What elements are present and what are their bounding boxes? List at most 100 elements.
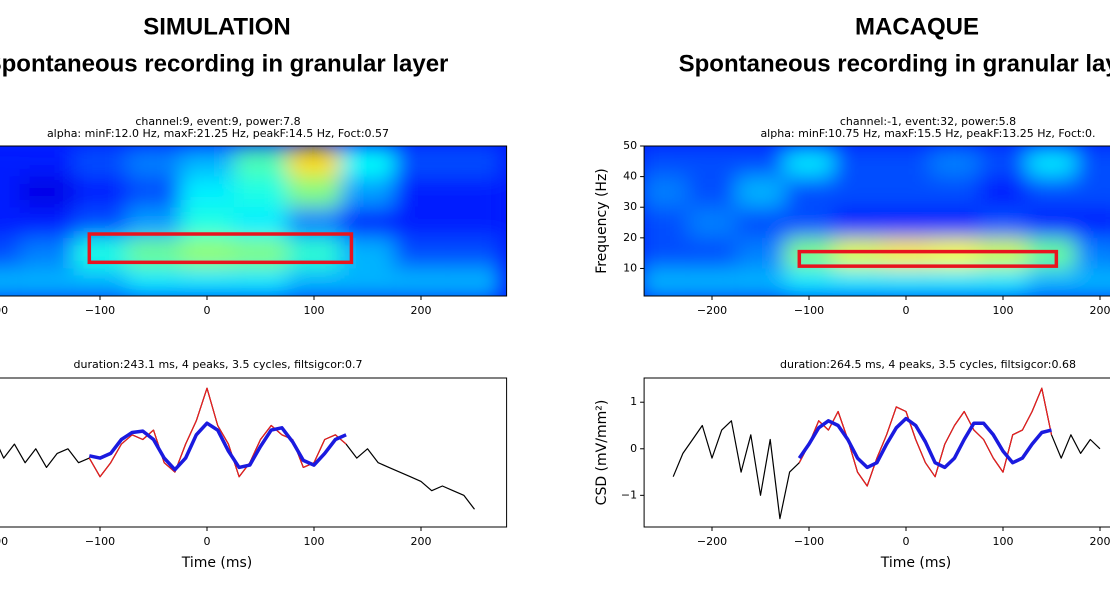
heatmap-cell <box>19 237 74 269</box>
heatmap-cell <box>126 146 181 177</box>
series-line <box>798 387 1053 487</box>
heatmap-cell <box>1027 268 1076 296</box>
heatmap-cell <box>394 176 448 208</box>
heatmap-cell <box>394 146 448 177</box>
heatmap-cell <box>73 146 127 177</box>
heatmap-cell <box>233 268 288 296</box>
plot-area <box>0 146 507 296</box>
heatmap-cell <box>287 176 341 208</box>
plot-area <box>672 387 1101 520</box>
plot-area <box>0 387 475 510</box>
x-tick-label: 0 <box>903 304 910 317</box>
heatmap-cell <box>126 268 181 296</box>
y-tick-label: 40 <box>623 170 637 183</box>
x-tick-label: −200 <box>697 304 727 317</box>
heatmap-cell <box>19 176 74 208</box>
heatmap-cell <box>233 146 288 177</box>
heatmap-cell <box>233 176 288 208</box>
heatmap-cell <box>833 268 882 296</box>
heatmap-cell <box>644 237 688 269</box>
heatmap-cell <box>126 176 181 208</box>
heatmap-cell <box>930 207 979 238</box>
heatmap-cell <box>784 268 834 296</box>
y-tick-label: 20 <box>623 231 637 244</box>
heatmap-cell <box>1075 268 1110 296</box>
heatmap-cell <box>73 268 127 296</box>
heatmap-cell <box>0 237 20 269</box>
heatmap-cell <box>1075 237 1110 269</box>
heatmap-cell <box>687 237 737 269</box>
chart-title: channel:9, event:9, power:7.8 <box>135 115 300 128</box>
heatmap-cell <box>0 146 20 177</box>
chart-title: duration:243.1 ms, 4 peaks, 3.5 cycles, … <box>73 358 362 371</box>
heatmap-cell <box>447 146 502 177</box>
heatmap-cell <box>1027 176 1076 208</box>
x-tick-label: 100 <box>304 304 325 317</box>
x-tick-label: 0 <box>204 535 211 548</box>
x-tick-label: −100 <box>794 304 824 317</box>
heatmap-cell <box>394 237 448 269</box>
heatmap-cell <box>833 146 882 177</box>
heatmap-cell <box>644 207 688 238</box>
heatmap-cell <box>340 268 395 296</box>
heatmap-cell <box>784 146 834 177</box>
x-tick-label: 0 <box>204 304 211 317</box>
highlight-box <box>797 249 1059 268</box>
x-tick-label: −200 <box>0 535 8 548</box>
heatmap-cell <box>736 176 785 208</box>
heatmap-cell <box>19 268 74 296</box>
heatmap-cell <box>180 268 234 296</box>
heatmap-cell <box>287 146 341 177</box>
y-tick-label: 10 <box>623 261 637 274</box>
x-tick-label: 200 <box>411 535 432 548</box>
heatmap-cell <box>1027 146 1076 177</box>
heatmap-cell <box>978 146 1028 177</box>
heatmap-cell <box>687 176 737 208</box>
x-tick-label: −100 <box>794 535 824 548</box>
heatmap-cell <box>644 176 688 208</box>
heatmap-cell <box>881 268 931 296</box>
heatmap-cell <box>881 146 931 177</box>
heatmap-cell <box>19 146 74 177</box>
y-tick-label: 50 <box>623 139 637 152</box>
heatmap-cell <box>340 146 395 177</box>
heatmap-cell <box>0 176 20 208</box>
x-tick-label: −200 <box>0 304 8 317</box>
heatmap-cells <box>0 146 502 296</box>
x-axis-label: Time (ms) <box>181 555 253 571</box>
x-tick-label: −100 <box>85 304 115 317</box>
heatmap-cell <box>1075 207 1110 238</box>
heatmap-cell <box>978 176 1028 208</box>
y-axis-label: Frequency (Hz) <box>594 168 610 274</box>
heatmap-cell <box>287 268 341 296</box>
series-line <box>797 416 1052 470</box>
chart-title: channel:-1, event:32, power:5.8 <box>840 115 1016 128</box>
panel-heading: SIMULATION <box>143 13 291 40</box>
y-tick-label: −1 <box>621 488 637 501</box>
heatmap-cell <box>978 207 1028 238</box>
heatmap-cell <box>19 207 74 238</box>
series-line <box>88 387 347 478</box>
heatmap-cell <box>736 146 785 177</box>
highlight-box <box>87 232 354 265</box>
x-tick-label: 200 <box>411 304 432 317</box>
heatmap-cell <box>447 207 502 238</box>
heatmap-cell <box>180 176 234 208</box>
heatmap-cell <box>833 176 882 208</box>
heatmap-cell <box>687 146 737 177</box>
chart-title: duration:264.5 ms, 4 peaks, 3.5 cycles, … <box>780 358 1076 371</box>
heatmap-cell <box>0 207 20 238</box>
heatmap-cells <box>644 146 1110 296</box>
chart-subtitle: alpha: minF:10.75 Hz, maxF:15.5 Hz, peak… <box>760 127 1095 140</box>
x-tick-label: 0 <box>903 535 910 548</box>
heatmap-cell <box>180 146 234 177</box>
panel-heading: MACAQUE <box>855 13 979 40</box>
heatmap-cell <box>930 176 979 208</box>
heatmap-cell <box>1075 146 1110 177</box>
y-tick-label: 1 <box>630 395 637 408</box>
heatmap-cell <box>394 268 448 296</box>
heatmap-cell <box>784 207 834 238</box>
x-axis-label: Time (ms) <box>880 555 952 571</box>
heatmap-cell <box>930 146 979 177</box>
